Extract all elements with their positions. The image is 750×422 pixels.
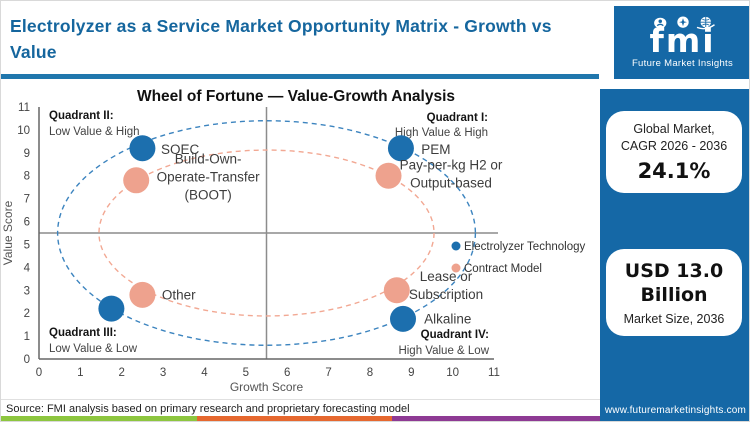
y-tick-label: 6 [24, 217, 30, 229]
market-size-card: USD 13.0 Billion Market Size, 2036 [606, 249, 742, 336]
point-label-soec: SOEC [161, 142, 200, 157]
fmi-logo: fmi Future Market Insights [614, 6, 749, 79]
logo-caption: Future Market Insights [631, 58, 734, 69]
x-tick-label: 0 [36, 367, 42, 379]
y-axis-title: Value Score [1, 200, 15, 265]
data-point-build-own-operate-transfer-boo [123, 167, 150, 194]
point-label-lease-or-subscription: Lease or [420, 269, 473, 284]
wheel-of-fortune-chart: Wheel of Fortune — Value-Growth Analysis… [1, 88, 585, 394]
point-label-lease-or-subscription: Subscription [409, 287, 483, 302]
chart-title: Wheel of Fortune — Value-Growth Analysis [137, 88, 455, 105]
x-tick-label: 10 [446, 367, 459, 379]
x-tick-label: 1 [77, 367, 83, 379]
point-label-build-own-operate-transfer-boo: Build-Own- [175, 152, 242, 167]
quadrant-subtitle-quadrant-i: High Value & High [395, 127, 488, 139]
wheel-ellipse-contract-model [98, 149, 435, 317]
header-divider [1, 74, 599, 79]
y-tick-label: 0 [24, 354, 30, 366]
chart-area: Wheel of Fortune — Value-Growth Analysis… [1, 81, 598, 401]
data-point-alkaline [390, 305, 416, 332]
x-tick-label: 3 [160, 367, 166, 379]
x-axis-title: Growth Score [230, 380, 304, 394]
x-tick-label: 8 [367, 367, 373, 379]
legend-label-electrolyzer-technology: Electrolyzer Technology [464, 241, 585, 253]
market-size-value-line1: USD 13.0 [624, 260, 724, 282]
cagr-card-line1: Global Market, [633, 122, 715, 136]
y-tick-label: 9 [24, 148, 30, 160]
cagr-card-line2: CAGR 2026 - 2036 [620, 139, 728, 153]
website-url: www.futuremarketinsights.com [604, 405, 747, 416]
logo-wordmark: fmi [649, 21, 716, 60]
point-label-pem: PEM [421, 142, 450, 157]
y-tick-label: 4 [24, 262, 31, 274]
stripe-purple [392, 416, 600, 421]
quadrant-subtitle-quadrant-ii: Low Value & High [49, 126, 140, 138]
legend-swatch-contract-model [451, 263, 461, 273]
point-label-build-own-operate-transfer-boo: Operate-Transfer [157, 170, 261, 185]
data-point-pay-per-kg-h2-or-output-based [375, 162, 402, 189]
quadrant-title-quadrant-i: Quadrant I: [427, 112, 488, 124]
page-title: Electrolyzer as a Service Market Opportu… [10, 16, 552, 62]
data-point-soec [129, 135, 156, 162]
data-point-other [129, 281, 156, 308]
quadrant-title-quadrant-iii: Quadrant III: [49, 327, 117, 339]
market-size-value-line2: Billion [640, 284, 708, 306]
point-label-pay-per-kg-h2-or-output-based: Pay-per-kg H2 or [400, 158, 503, 173]
point-label-pay-per-kg-h2-or-output-based: Output-based [410, 176, 492, 191]
cagr-value: 24.1% [637, 159, 711, 183]
point-label-other: Other [162, 287, 196, 302]
cagr-card: Global Market, CAGR 2026 - 2036 24.1% [606, 111, 742, 193]
y-tick-label: 10 [17, 125, 30, 137]
x-tick-label: 5 [243, 367, 249, 379]
point-label-alkaline: Alkaline [424, 312, 471, 327]
data-point-point [98, 295, 125, 322]
y-tick-label: 11 [18, 102, 30, 114]
y-tick-label: 3 [24, 285, 30, 297]
x-tick-label: 4 [201, 367, 208, 379]
quadrant-subtitle-quadrant-iii: Low Value & Low [49, 343, 138, 355]
quadrant-title-quadrant-ii: Quadrant II: [49, 110, 114, 122]
stripe-orange [197, 416, 392, 421]
market-size-caption: Market Size, 2036 [623, 312, 725, 326]
point-label-build-own-operate-transfer-boo: (BOOT) [185, 188, 232, 203]
bottom-color-stripe [1, 416, 600, 421]
legend-label-contract-model: Contract Model [464, 263, 542, 275]
wheel-ellipse-electrolyzer-technology [56, 120, 477, 346]
quadrant-subtitle-quadrant-iv: High Value & Low [398, 345, 489, 357]
legend-swatch-electrolyzer-technology [451, 241, 461, 251]
quadrant-title-quadrant-iv: Quadrant IV: [421, 329, 489, 341]
x-tick-label: 6 [284, 367, 290, 379]
x-tick-label: 7 [325, 367, 331, 379]
data-point-lease-or-subscription [383, 277, 410, 304]
x-tick-label: 2 [119, 367, 125, 379]
logo-icons [653, 16, 715, 30]
source-note: Source: FMI analysis based on primary re… [1, 399, 600, 416]
y-tick-label: 8 [24, 171, 30, 183]
stripe-green [1, 416, 197, 421]
y-tick-label: 7 [24, 194, 30, 206]
right-sidebar: Global Market, CAGR 2026 - 2036 24.1% US… [600, 89, 749, 421]
x-tick-label: 9 [408, 367, 414, 379]
y-tick-label: 5 [24, 239, 30, 251]
y-tick-label: 1 [24, 331, 30, 343]
y-tick-label: 2 [24, 308, 30, 320]
x-tick-label: 11 [488, 367, 500, 379]
data-point-pem [387, 135, 414, 162]
